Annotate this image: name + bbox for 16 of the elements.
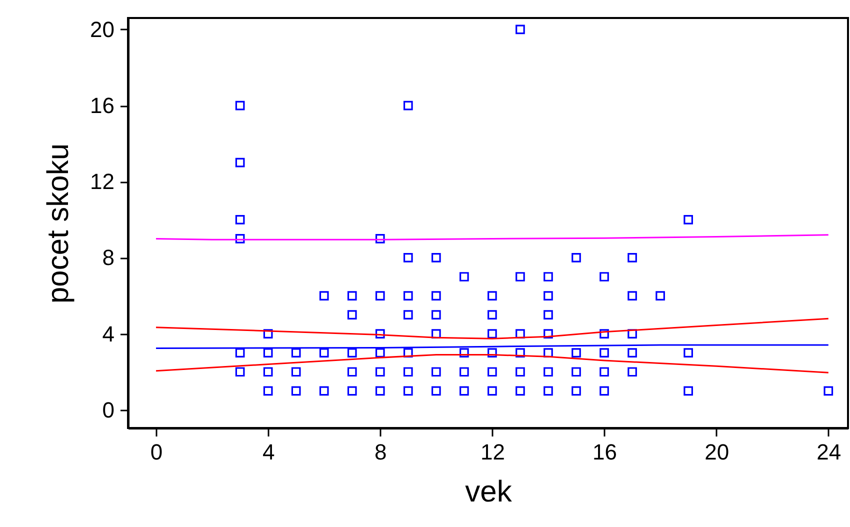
x-tick-label: 0 xyxy=(150,440,163,464)
y-tick-label: 20 xyxy=(90,16,114,42)
x-axis-title: vek xyxy=(465,476,513,508)
y-tick-label: 16 xyxy=(90,93,114,118)
y-tick-label: 12 xyxy=(90,169,114,194)
line-series xyxy=(155,318,830,340)
y-axis-title: pocet skoku xyxy=(42,143,76,304)
x-tick-label: 20 xyxy=(704,440,730,464)
y-tick-label: 0 xyxy=(102,397,114,422)
x-tick-label: 12 xyxy=(480,440,505,464)
x-tick-label: 8 xyxy=(374,440,387,464)
y-tick-label: 4 xyxy=(102,321,114,346)
x-tick-label: 16 xyxy=(592,440,618,464)
y-tick-label: 8 xyxy=(102,245,114,270)
x-tick-label: 24 xyxy=(816,440,842,464)
x-tick-label: 4 xyxy=(262,440,275,464)
